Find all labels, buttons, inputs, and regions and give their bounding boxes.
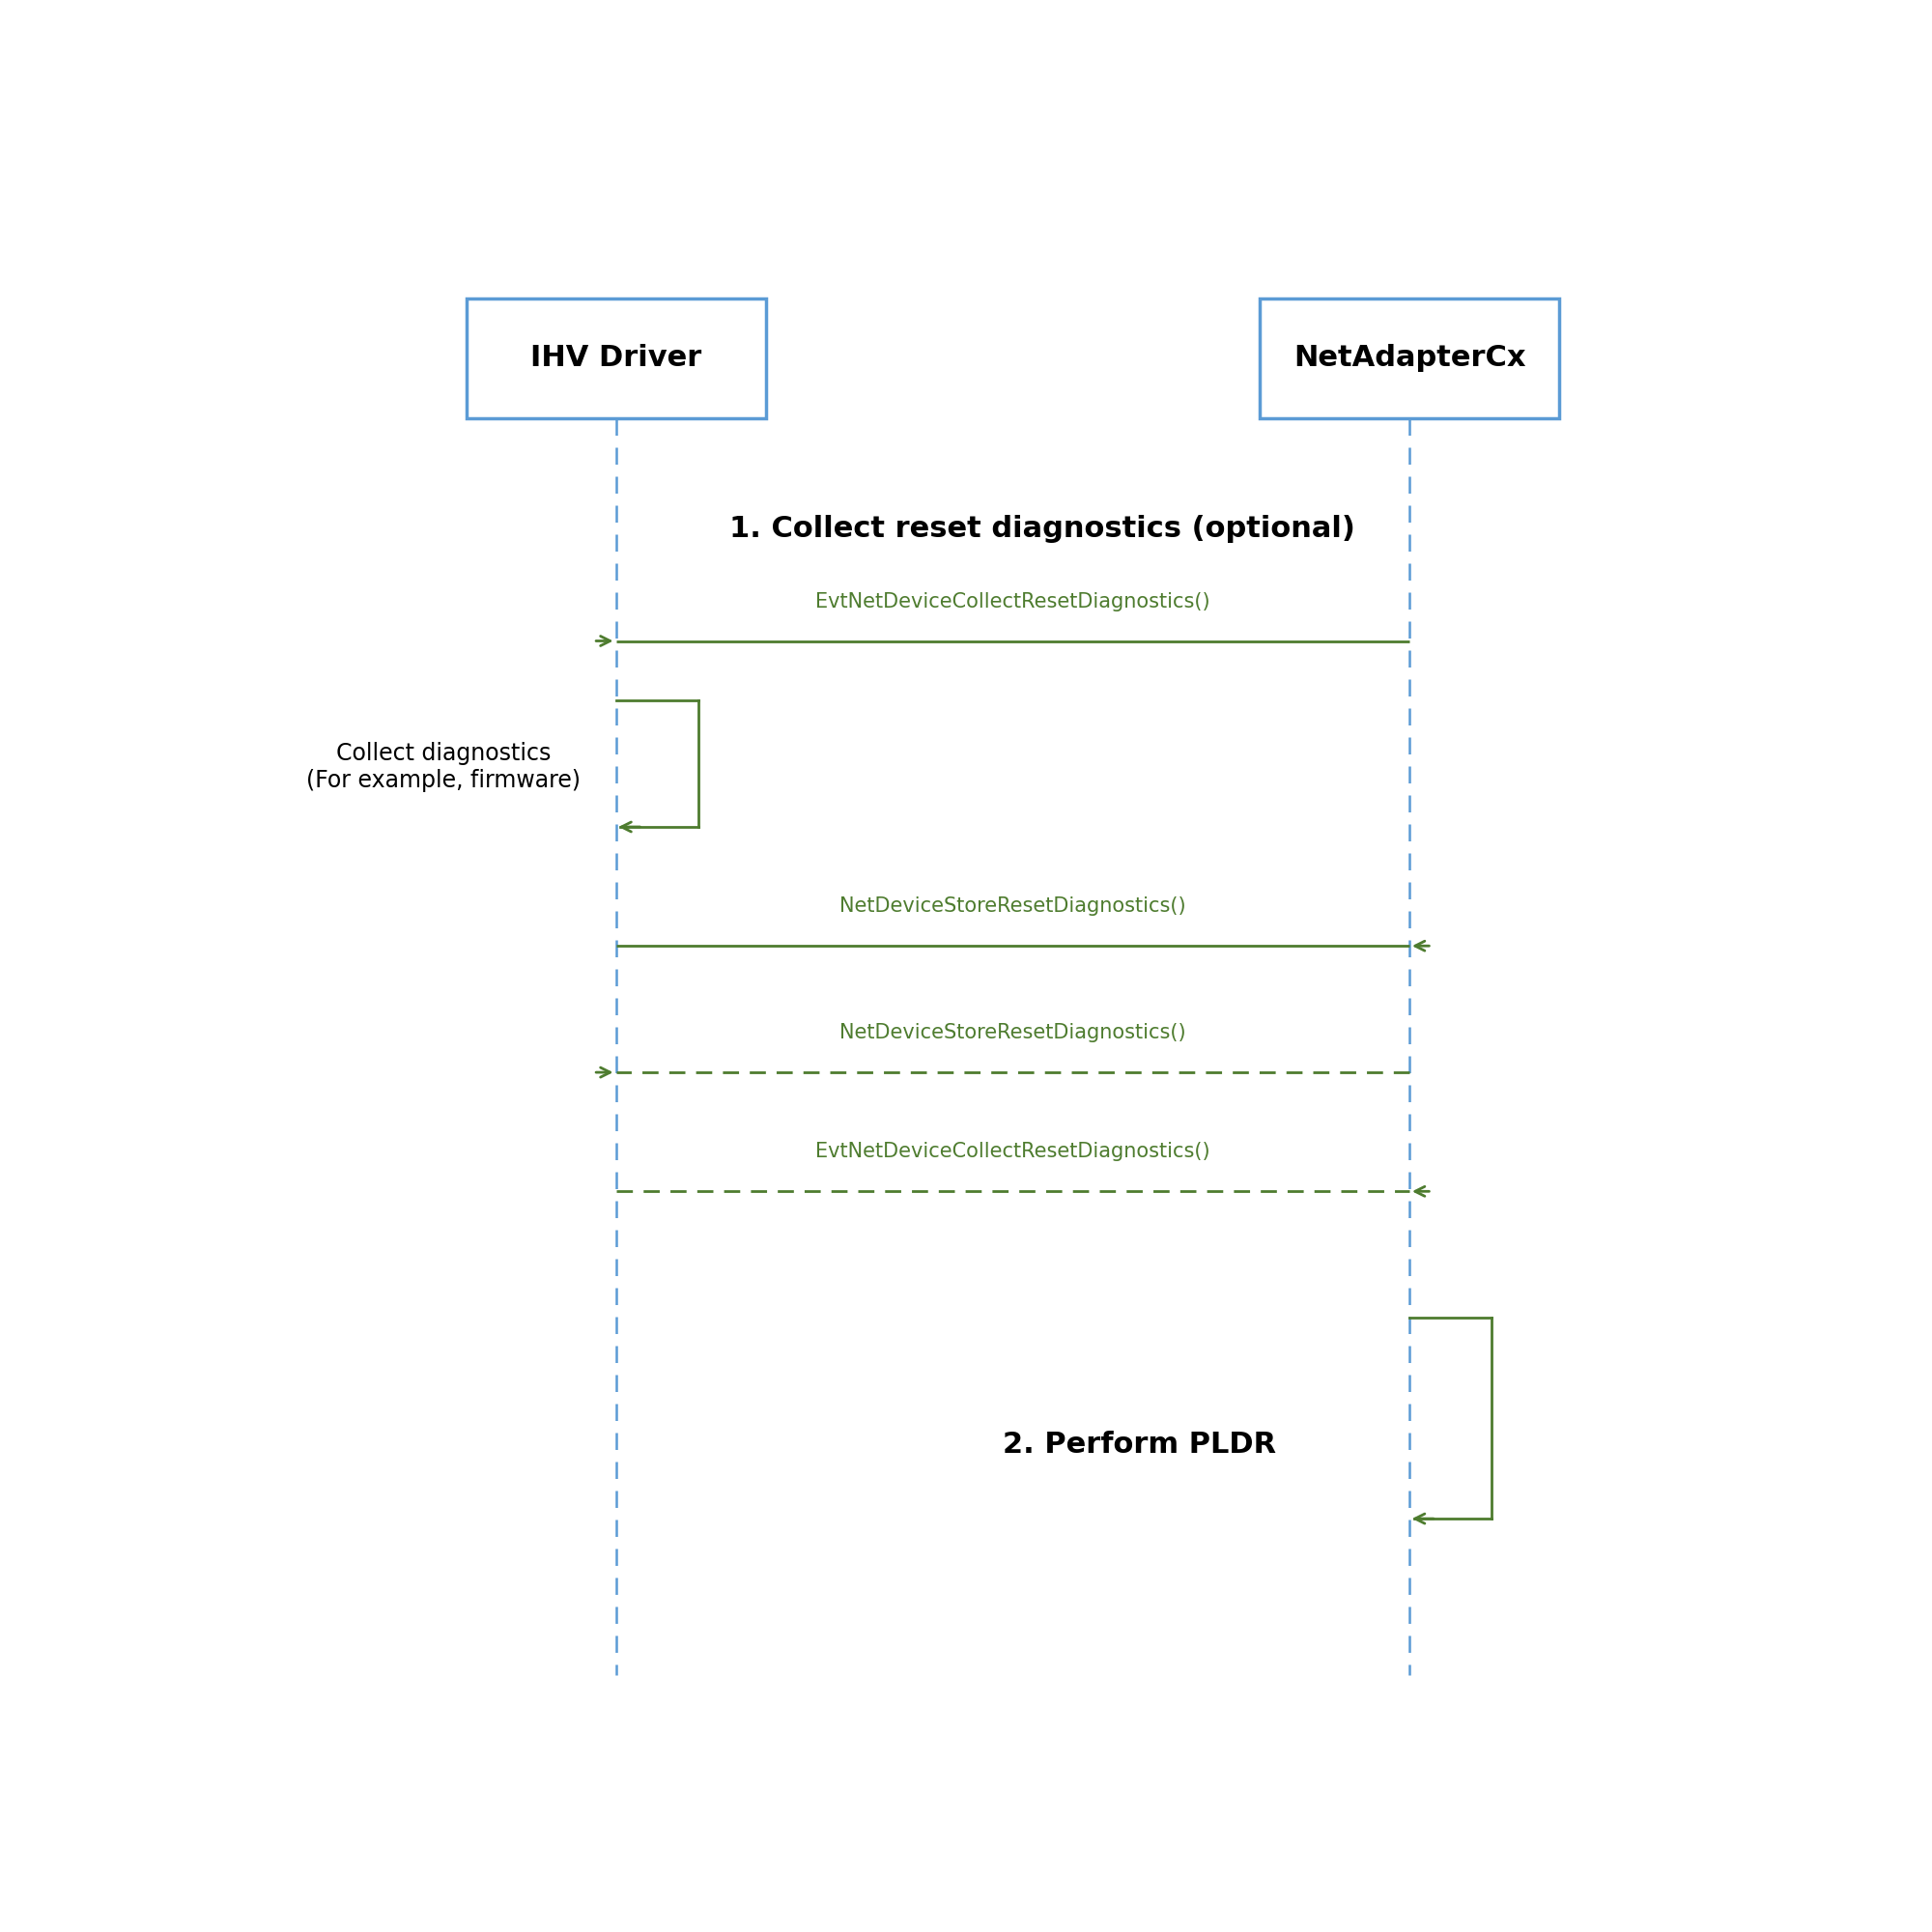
Text: NetAdapterCx: NetAdapterCx: [1293, 344, 1526, 373]
Text: NetDeviceStoreResetDiagnostics(): NetDeviceStoreResetDiagnostics(): [838, 896, 1186, 916]
Text: EvtNetDeviceCollectResetDiagnostics(): EvtNetDeviceCollectResetDiagnostics(): [815, 591, 1209, 611]
Text: IHV Driver: IHV Driver: [529, 344, 701, 373]
Text: Collect diagnostics
(For example, firmware): Collect diagnostics (For example, firmwa…: [307, 742, 582, 792]
Text: 1. Collect reset diagnostics (optional): 1. Collect reset diagnostics (optional): [730, 516, 1356, 543]
Bar: [466, 299, 765, 417]
Text: EvtNetDeviceCollectResetDiagnostics(): EvtNetDeviceCollectResetDiagnostics(): [815, 1142, 1209, 1161]
Text: NetDeviceStoreResetDiagnostics(): NetDeviceStoreResetDiagnostics(): [838, 1024, 1186, 1043]
Text: 2. Perform PLDR: 2. Perform PLDR: [1003, 1430, 1277, 1459]
Bar: [1260, 299, 1559, 417]
